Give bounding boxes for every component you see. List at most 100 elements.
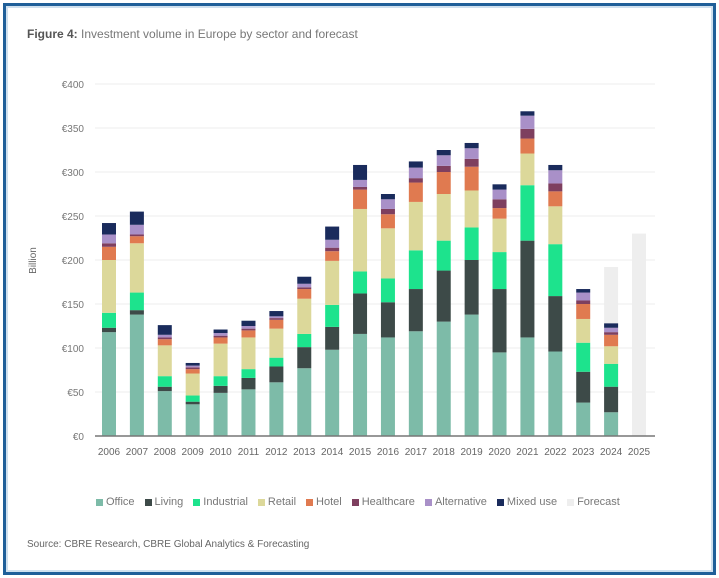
bar-segment-hotel [548,191,563,207]
legend-label: Industrial [203,496,248,508]
bar-segment-industrial [408,250,423,290]
bar-segment-industrial [325,304,340,327]
legend-label: Retail [267,496,297,508]
bar-segment-living [436,270,451,322]
bar-segment-retail [325,260,340,305]
bar-segment-living [325,326,340,350]
bar-segment-retail [548,206,563,245]
bar-segment-mixed-use [325,226,340,240]
y-tick-label: €150 [62,300,85,311]
bar-segment-alternative [380,199,395,209]
bar-segment-alternative [604,327,619,333]
bar-segment-living [380,302,395,338]
bar-segment-living [185,401,200,405]
bar-segment-industrial [297,333,312,348]
bar-segment-mixed-use [604,323,619,328]
bar-segment-healthcare [408,178,423,183]
bar-segment-alternative [408,167,423,179]
legend-label: Healthcare [361,496,415,508]
bar-segment-office [520,337,535,436]
bar-segment-healthcare [213,335,228,338]
bar-segment-living [548,296,563,352]
bar-segment-alternative [269,316,284,319]
bar-segment-retail [464,190,479,228]
bar-segment-healthcare [241,328,256,331]
y-tick-label: €200 [62,256,85,267]
y-tick-label: €100 [62,344,85,355]
bar-segment-office [604,412,619,436]
bar-segment-retail [102,260,116,313]
bar-segment-alternative [241,326,256,329]
bar-segment-hotel [157,339,172,346]
bar-segment-alternative [185,365,200,368]
bar-segment-mixed-use [548,164,563,171]
bar-segment-living [408,289,423,332]
bar-segment-mixed-use [157,325,172,335]
y-tick-label: €350 [62,124,85,135]
legend-label: Forecast [577,496,620,508]
x-tick-label: 2024 [600,447,623,458]
bar-segment-mixed-use [102,223,116,235]
x-tick-label: 2020 [488,447,511,458]
bar-segment-industrial [380,278,395,303]
bar-segment-industrial [548,244,563,297]
bar-segment-hotel [408,182,423,202]
bar-segment-retail [353,208,368,272]
x-tick-label: 2019 [461,447,484,458]
y-tick-label: €300 [62,168,85,179]
bar-segment-retail [604,346,619,364]
bar-segment-healthcare [269,318,284,320]
y-tick-label: €0 [73,432,85,443]
bar-segment-healthcare [520,128,535,139]
bar-segment-mixed-use [492,184,507,190]
bar-segment-living [269,366,284,383]
bar-segment-hotel [380,214,395,229]
bar-segment-office [102,332,116,436]
bar-segment-alternative [102,234,116,244]
legend-swatch [96,498,103,506]
x-tick-label: 2021 [516,447,539,458]
legend-swatch [496,498,504,506]
bar-segment-mixed-use [353,164,368,180]
bar-segment-alternative [353,179,368,187]
x-tick-label: 2025 [628,447,651,458]
bar-segment-office [548,351,563,436]
source-note: Source: CBRE Research, CBRE Global Analy… [27,539,310,550]
bar-segment-industrial [102,312,116,328]
legend-item: Retail [257,496,297,508]
bar-segment-living [604,386,619,413]
bar-segment-alternative [576,292,591,301]
bar-segment-retail [241,337,256,370]
bar-segment-industrial [520,185,535,241]
bar-segment-hotel [213,337,228,344]
bar-segment-hotel [604,334,619,347]
bar-segment-office [325,349,340,436]
legend-item: Forecast [567,496,620,508]
bar-segment-hotel [464,166,479,191]
bar-segment-industrial [492,252,507,290]
legend-label: Mixed use [506,496,558,508]
bar-segment-office [492,352,507,436]
bar-segment-alternative [436,155,451,166]
y-tick-label: €400 [62,80,85,91]
bar-segment-living [241,377,256,390]
legend-swatch [424,498,432,506]
x-tick-label: 2014 [321,447,344,458]
bar-segment-mixed-use [436,150,451,156]
bar-segment-healthcare [325,247,340,252]
y-tick-label: €50 [67,388,84,399]
legend-label: Living [154,496,184,508]
bar-segment-living [353,293,368,334]
x-tick-label: 2008 [154,447,177,458]
bar-segment-mixed-use [464,142,479,149]
x-tick-label: 2016 [377,447,400,458]
bar-segment-office [464,314,479,436]
bar-segment-alternative [464,148,479,159]
legend-item: Office [96,496,135,508]
bar-segment-retail [157,345,172,377]
bar-segment-industrial [157,376,172,387]
legend-swatch [351,498,359,506]
legend-swatch [567,498,575,506]
bar-segment-retail [213,343,228,377]
